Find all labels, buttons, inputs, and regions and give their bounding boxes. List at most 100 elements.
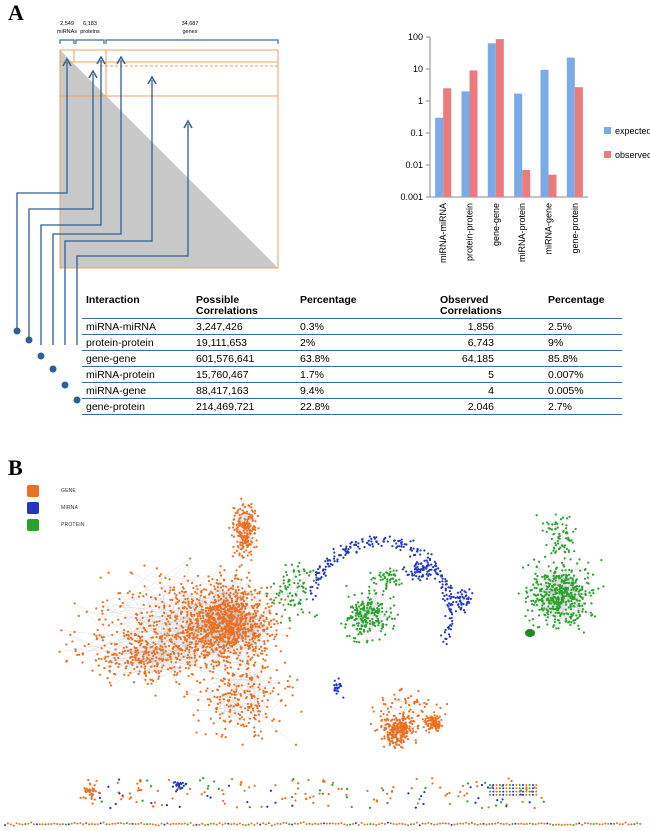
protein-node	[389, 597, 392, 600]
mirna-node	[447, 586, 450, 589]
mirna-node	[459, 590, 462, 594]
gene-node	[233, 683, 236, 686]
protein-node	[286, 595, 290, 598]
protein-node	[312, 569, 315, 572]
network-edge	[405, 700, 427, 717]
gene-node	[207, 651, 210, 654]
protein-node	[584, 594, 587, 597]
gene-node	[164, 645, 167, 648]
gene-node	[58, 650, 61, 653]
gene-node	[220, 655, 223, 658]
network-edge	[238, 617, 255, 638]
gene-node	[280, 699, 283, 702]
gene-node	[262, 657, 265, 661]
mirna-node	[371, 545, 374, 548]
gene-node	[185, 690, 188, 693]
mirna-node	[400, 545, 403, 548]
protein-node	[572, 612, 575, 615]
gene-node	[262, 691, 265, 695]
gene-node	[154, 628, 157, 631]
gene-node	[191, 602, 194, 605]
gene-node	[260, 614, 263, 617]
gene-node	[173, 642, 176, 645]
protein-node	[570, 588, 573, 592]
gene-node	[221, 733, 224, 736]
gene-node	[174, 615, 177, 618]
gene-node	[160, 587, 163, 590]
gene-node	[245, 529, 248, 532]
gene-node	[216, 702, 219, 705]
mirna-node	[433, 569, 436, 572]
gene-node	[226, 629, 229, 632]
gene-node	[148, 618, 151, 621]
gene-node	[252, 525, 255, 528]
gene-node	[148, 658, 151, 661]
mirna-node	[349, 545, 352, 548]
network-edge	[369, 586, 380, 611]
gene-node	[243, 505, 247, 509]
mirna-node	[423, 549, 426, 552]
gene-node	[138, 639, 141, 642]
gene-node	[218, 713, 222, 716]
gene-node	[215, 581, 218, 585]
network-edge	[382, 697, 441, 709]
network-edge	[534, 587, 543, 606]
gene-node	[205, 689, 208, 692]
protein-node	[356, 601, 360, 604]
protein-node	[371, 623, 374, 626]
gene-node	[141, 639, 144, 642]
protein-node	[392, 627, 395, 630]
gene-node	[193, 654, 196, 657]
gene-node	[236, 623, 239, 627]
protein-node	[550, 584, 554, 588]
gene-node	[253, 664, 256, 667]
protein-node	[355, 628, 358, 631]
gene-node	[157, 671, 161, 675]
gene-node	[248, 551, 251, 554]
gene-node	[247, 635, 250, 638]
gene-node	[158, 635, 162, 638]
protein-node	[272, 599, 276, 602]
protein-node	[393, 580, 396, 583]
gene-node	[194, 640, 198, 643]
protein-node	[565, 581, 569, 584]
gene-node	[245, 641, 248, 644]
mirna-node	[314, 573, 318, 577]
gene-node	[215, 612, 218, 616]
gene-node	[168, 666, 172, 670]
connector-dots	[37, 352, 81, 404]
mirna-node	[401, 568, 405, 571]
gene-node	[211, 677, 214, 680]
mirna-node	[441, 597, 445, 601]
mirna-node	[360, 538, 364, 541]
gene-node	[193, 656, 197, 659]
gene-node	[78, 653, 81, 656]
gene-node	[235, 622, 238, 625]
network-edge	[468, 589, 470, 598]
gene-node	[234, 642, 237, 645]
gene-node	[194, 636, 197, 639]
mirna-node	[355, 551, 358, 554]
legend-gene: GENE	[27, 485, 76, 497]
gene-node	[167, 644, 171, 648]
gene-node	[254, 642, 257, 645]
x-tick-label: miRNA-gene	[544, 203, 554, 255]
gene-node	[180, 590, 184, 593]
gene-node	[227, 655, 231, 658]
mirna-node	[418, 575, 421, 578]
mirna-node	[400, 538, 403, 541]
protein-node	[361, 616, 364, 619]
gene-node	[223, 640, 227, 643]
gene-swatch	[27, 485, 39, 497]
protein-node	[305, 598, 308, 601]
gene-node	[161, 634, 164, 637]
network-edge	[285, 576, 296, 587]
gene-node	[261, 652, 264, 655]
gene-node	[172, 611, 175, 614]
gene-node	[222, 594, 225, 598]
network-edge	[383, 568, 391, 575]
gene-node	[212, 665, 215, 668]
gene-node	[225, 592, 228, 595]
protein-node	[345, 635, 349, 638]
protein-node	[371, 621, 374, 624]
